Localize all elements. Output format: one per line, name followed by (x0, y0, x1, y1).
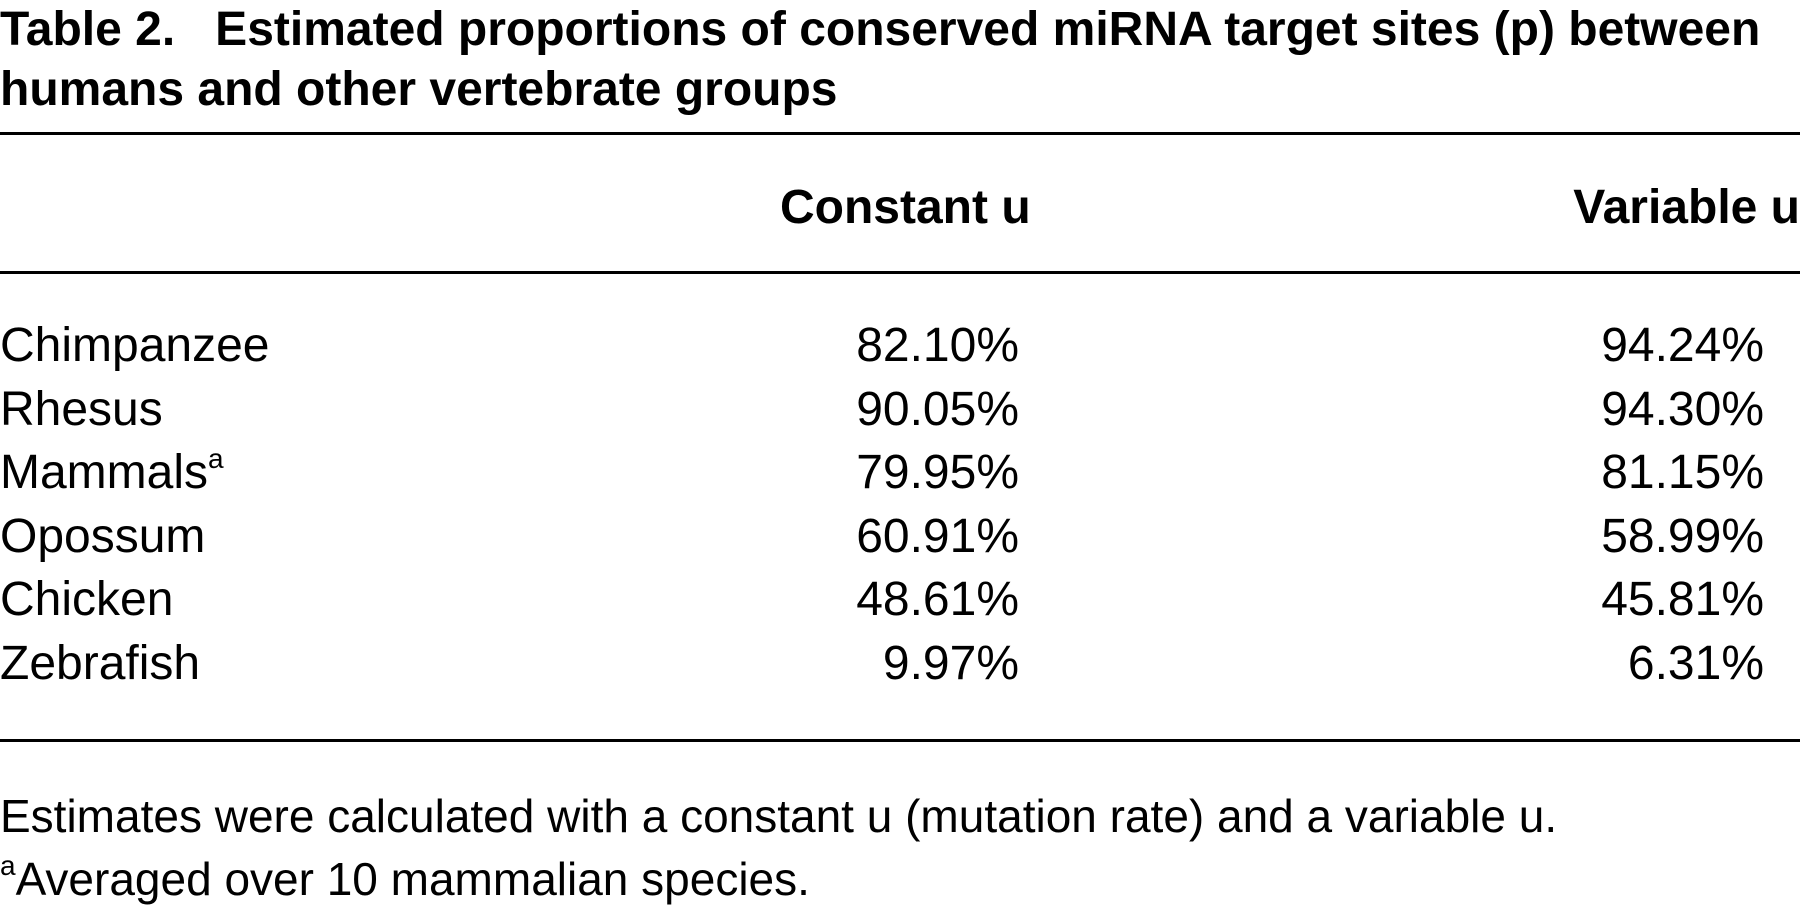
bottom-rule (0, 739, 1800, 742)
table-cell: 94.24% (1601, 319, 1764, 372)
table-cell: 45.81% (1601, 573, 1764, 626)
column-header: Constant u (780, 181, 1031, 234)
row-label: Rhesus (0, 380, 163, 440)
table-cell: 94.30% (1601, 382, 1764, 436)
table-cell: 90.05% (856, 382, 1019, 436)
row-note-mark: a (208, 443, 224, 474)
table-cell: 6.31% (1627, 636, 1764, 690)
table-title-text: Estimated proportions of conserved miRNA… (0, 3, 1761, 116)
row-label: Mammalsa (0, 443, 224, 503)
row-label-text: Zebrafish (0, 636, 201, 690)
row-label: Opossum (0, 507, 205, 567)
row-label-text: Chicken (0, 573, 174, 626)
row-label-text: Mammals (0, 446, 209, 499)
row-label: Chicken (0, 570, 173, 630)
footnote: aAveraged over 10 mammalian species. (0, 849, 810, 909)
top-rule (0, 132, 1800, 135)
table-cell: 48.61% (856, 573, 1019, 626)
footnote-mark: a (0, 850, 16, 881)
table-cell: 60.91% (856, 509, 1019, 563)
row-label: Zebrafish (0, 634, 200, 694)
table-label: Table 2. (0, 3, 176, 56)
footnote: Estimates were calculated with a constan… (0, 790, 1558, 842)
row-label-text: Rhesus (0, 382, 163, 436)
table-cell: 58.99% (1601, 509, 1764, 563)
table-title: Table 2. Estimated proportions of conserv… (0, 0, 1800, 120)
table-cell: 82.10% (856, 319, 1019, 372)
header-rule (0, 271, 1800, 274)
row-label-text: Opossum (0, 509, 206, 563)
footnote-text: Averaged over 10 mammalian species. (15, 853, 810, 905)
column-header: Variable u (1573, 181, 1800, 234)
row-label-text: Chimpanzee (0, 319, 270, 372)
row-label: Chimpanzee (0, 316, 269, 376)
table-cell: 9.97% (882, 636, 1019, 690)
table-cell: 81.15% (1601, 446, 1764, 499)
table-cell: 79.95% (856, 446, 1019, 499)
